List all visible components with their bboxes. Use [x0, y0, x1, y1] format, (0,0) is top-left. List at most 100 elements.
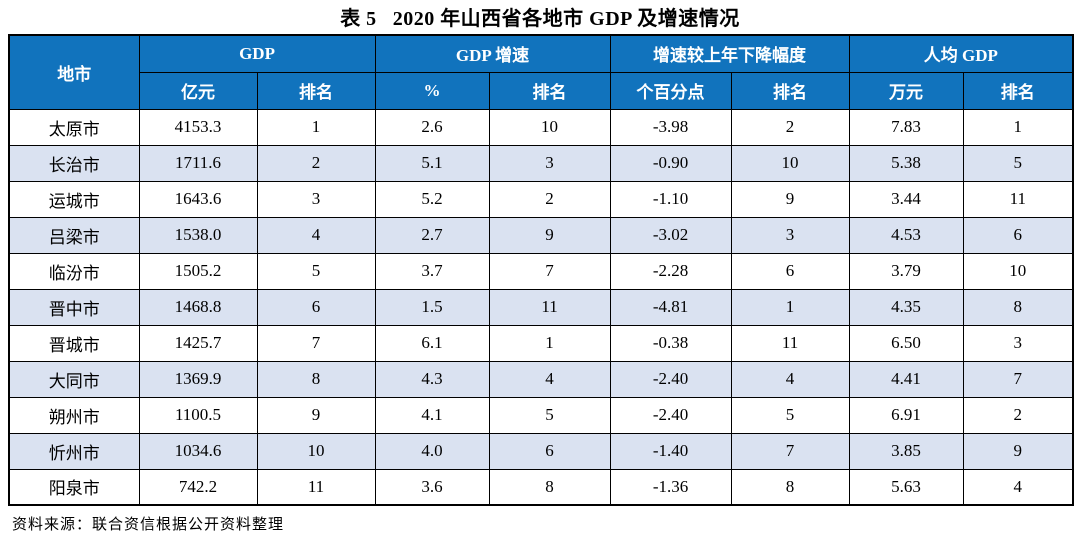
value-cell: -1.36: [609, 468, 732, 506]
value-cell: 1505.2: [138, 252, 258, 290]
value-cell: 3: [488, 144, 611, 182]
value-cell: 5: [488, 396, 611, 434]
table-row: 长治市 1711.6 2 5.1 3 -0.90 10 5.38 5: [8, 144, 1074, 182]
value-cell: 9: [256, 396, 376, 434]
table-row: 大同市 1369.9 8 4.3 4 -2.40 4 4.41 7: [8, 360, 1074, 398]
header-sub-growth-rank: 排名: [488, 71, 611, 110]
header-sub-gdp-unit: 亿元: [138, 71, 258, 110]
value-cell: 7.83: [848, 108, 964, 146]
value-cell: 11: [488, 288, 611, 326]
value-cell: 5: [730, 396, 850, 434]
value-cell: 8: [488, 468, 611, 506]
value-cell: 7: [962, 360, 1074, 398]
value-cell: 1425.7: [138, 324, 258, 362]
value-cell: 5.38: [848, 144, 964, 182]
table-row: 太原市 4153.3 1 2.6 10 -3.98 2 7.83 1: [8, 108, 1074, 146]
table-title: 表 5 2020 年山西省各地市 GDP 及增速情况: [0, 0, 1080, 34]
value-cell: 5: [962, 144, 1074, 182]
value-cell: 1.5: [374, 288, 490, 326]
header-cell-city: 地市: [8, 34, 140, 110]
value-cell: 4.1: [374, 396, 490, 434]
value-cell: 2: [256, 144, 376, 182]
city-cell: 晋中市: [8, 288, 140, 326]
city-cell: 吕梁市: [8, 216, 140, 254]
source-note: 资料来源：联合资信根据公开资料整理: [12, 517, 285, 533]
value-cell: 4.41: [848, 360, 964, 398]
value-cell: 4: [488, 360, 611, 398]
header-group-gdp-per-capita: 人均 GDP: [848, 34, 1074, 73]
value-cell: 2.7: [374, 216, 490, 254]
value-cell: 7: [730, 432, 850, 470]
value-cell: 2.6: [374, 108, 490, 146]
city-cell: 长治市: [8, 144, 140, 182]
value-cell: 10: [256, 432, 376, 470]
value-cell: 3.7: [374, 252, 490, 290]
value-cell: -4.81: [609, 288, 732, 326]
table-row: 晋中市 1468.8 6 1.5 11 -4.81 1 4.35 8: [8, 288, 1074, 326]
table-row: 临汾市 1505.2 5 3.7 7 -2.28 6 3.79 10: [8, 252, 1074, 290]
value-cell: -2.28: [609, 252, 732, 290]
header-sub-decline-rank: 排名: [730, 71, 850, 110]
header-sub-growth-unit: %: [374, 71, 490, 110]
value-cell: -0.90: [609, 144, 732, 182]
value-cell: 7: [488, 252, 611, 290]
value-cell: -0.38: [609, 324, 732, 362]
value-cell: 1369.9: [138, 360, 258, 398]
value-cell: 1: [962, 108, 1074, 146]
value-cell: -3.98: [609, 108, 732, 146]
value-cell: 1468.8: [138, 288, 258, 326]
value-cell: 1711.6: [138, 144, 258, 182]
table-number-label: 表 5: [340, 8, 377, 30]
value-cell: 10: [730, 144, 850, 182]
header-sub-percapita-unit: 万元: [848, 71, 964, 110]
city-cell: 太原市: [8, 108, 140, 146]
value-cell: 8: [256, 360, 376, 398]
value-cell: 11: [730, 324, 850, 362]
city-cell: 晋城市: [8, 324, 140, 362]
value-cell: 4: [962, 468, 1074, 506]
value-cell: 6: [730, 252, 850, 290]
value-cell: 3: [962, 324, 1074, 362]
value-cell: 4153.3: [138, 108, 258, 146]
value-cell: 1034.6: [138, 432, 258, 470]
table-title-text: 2020 年山西省各地市 GDP 及增速情况: [392, 8, 740, 30]
header-sub-row: 亿元 排名 % 排名 个百分点 排名 万元 排名: [9, 71, 1074, 110]
header-sub-decline-unit: 个百分点: [609, 71, 732, 110]
value-cell: 4: [730, 360, 850, 398]
table-row: 吕梁市 1538.0 4 2.7 9 -3.02 3 4.53 6: [8, 216, 1074, 254]
city-cell: 阳泉市: [8, 468, 140, 506]
value-cell: -1.40: [609, 432, 732, 470]
value-cell: 8: [962, 288, 1074, 326]
table-row: 阳泉市 742.2 11 3.6 8 -1.36 8 5.63 4: [8, 468, 1074, 506]
table-row: 朔州市 1100.5 9 4.1 5 -2.40 5 6.91 2: [8, 396, 1074, 434]
value-cell: 2: [962, 396, 1074, 434]
header-sub-gdp-rank: 排名: [256, 71, 376, 110]
value-cell: 4.35: [848, 288, 964, 326]
value-cell: 3: [256, 180, 376, 218]
value-cell: 1100.5: [138, 396, 258, 434]
table-row: 晋城市 1425.7 7 6.1 1 -0.38 11 6.50 3: [8, 324, 1074, 362]
value-cell: 3.79: [848, 252, 964, 290]
city-cell: 忻州市: [8, 432, 140, 470]
value-cell: -1.10: [609, 180, 732, 218]
value-cell: 11: [256, 468, 376, 506]
value-cell: 5: [256, 252, 376, 290]
city-cell: 大同市: [8, 360, 140, 398]
value-cell: 2: [488, 180, 611, 218]
value-cell: 9: [962, 432, 1074, 470]
value-cell: 1643.6: [138, 180, 258, 218]
header-group-row: 地市 GDP GDP 增速 增速较上年下降幅度 人均 GDP: [8, 34, 1074, 110]
value-cell: 10: [962, 252, 1074, 290]
value-cell: 5.63: [848, 468, 964, 506]
value-cell: 6: [962, 216, 1074, 254]
value-cell: 1538.0: [138, 216, 258, 254]
value-cell: 2: [730, 108, 850, 146]
value-cell: 1: [730, 288, 850, 326]
value-cell: -2.40: [609, 360, 732, 398]
value-cell: 11: [962, 180, 1074, 218]
value-cell: 5.2: [374, 180, 490, 218]
value-cell: 6: [488, 432, 611, 470]
value-cell: 6.91: [848, 396, 964, 434]
value-cell: -2.40: [609, 396, 732, 434]
value-cell: 1: [488, 324, 611, 362]
